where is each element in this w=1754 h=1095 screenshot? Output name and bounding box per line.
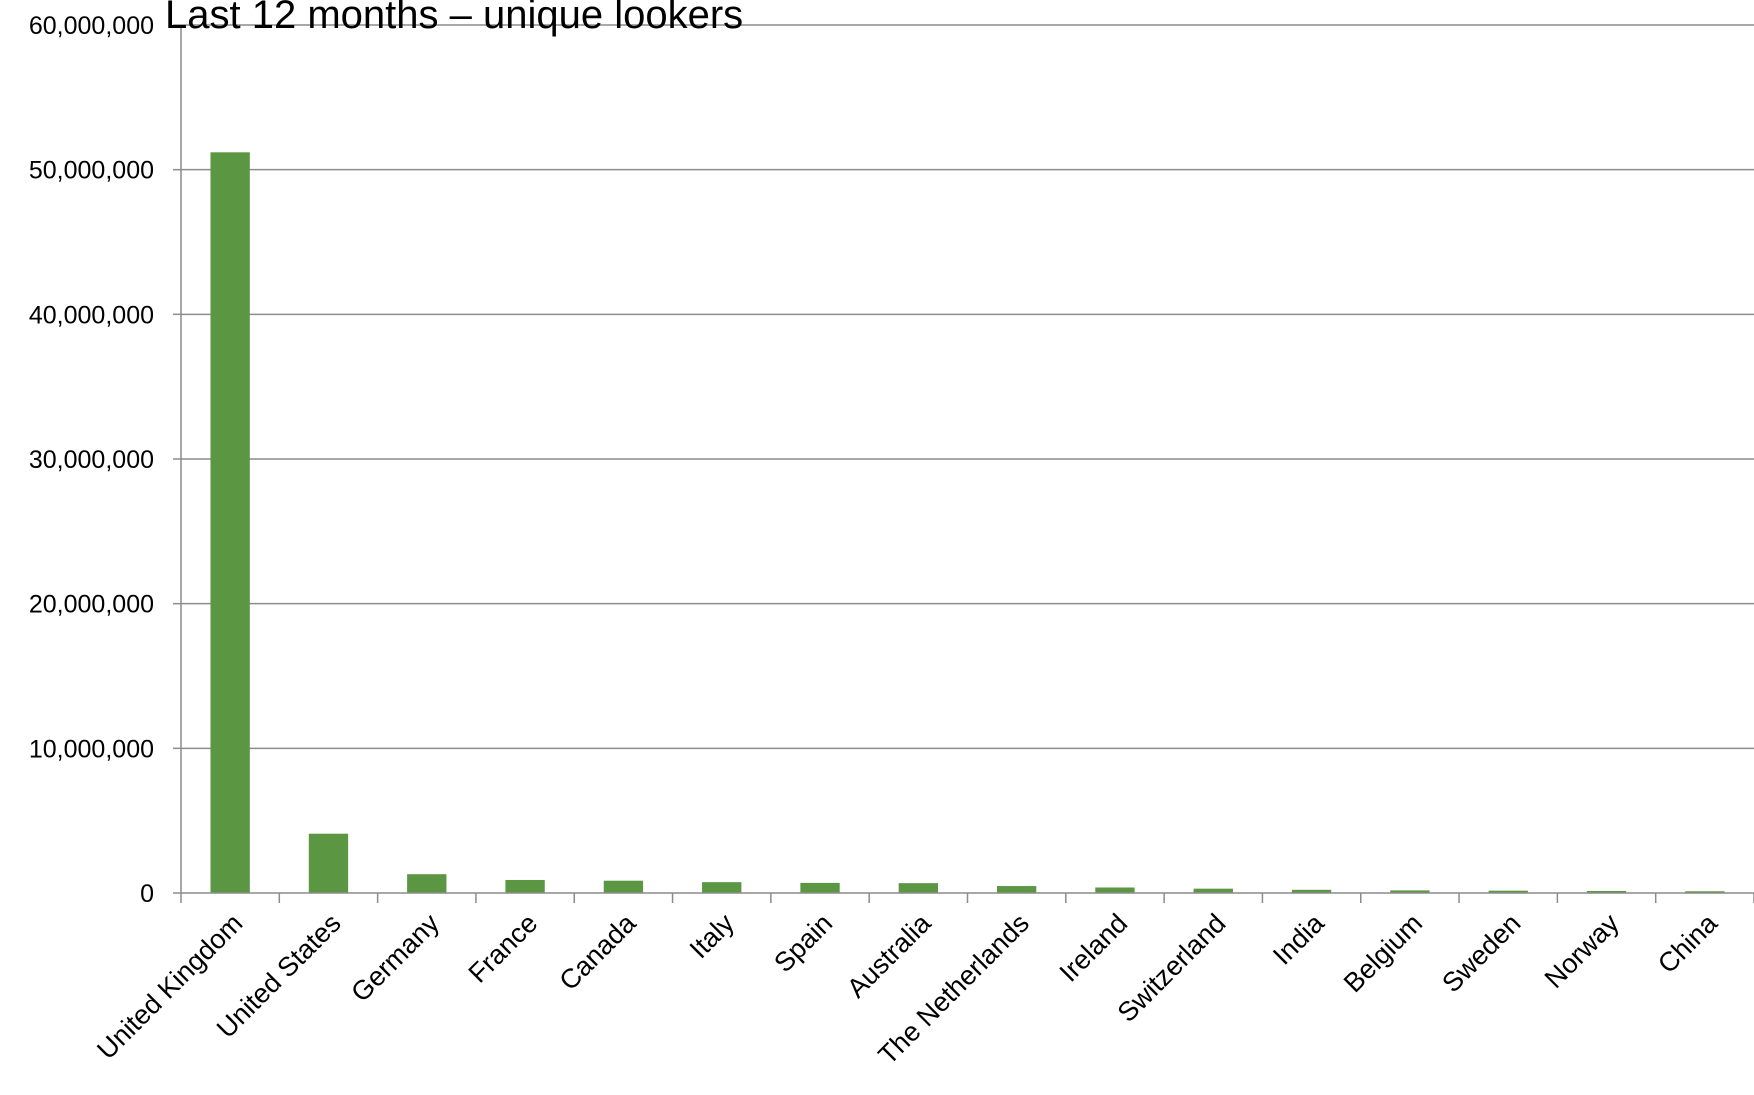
- x-tick-label: India: [1267, 907, 1330, 970]
- bars: [210, 152, 1724, 893]
- x-tick-label: Germany: [345, 908, 445, 1008]
- x-tick-label: China: [1652, 907, 1724, 979]
- y-tick-label: 50,000,000: [29, 157, 154, 185]
- x-tick-label: France: [463, 908, 544, 989]
- bar: [702, 882, 741, 893]
- bar: [899, 883, 938, 893]
- x-tick-label: Norway: [1539, 908, 1625, 994]
- y-tick-label: 0: [140, 880, 154, 908]
- gridlines: [173, 25, 1754, 893]
- x-tick-label: Sweden: [1436, 908, 1526, 998]
- y-tick-label: 40,000,000: [29, 301, 154, 329]
- bar: [997, 886, 1036, 893]
- bar: [505, 880, 544, 893]
- y-tick-label: 10,000,000: [29, 735, 154, 763]
- x-tick-label: Italy: [684, 908, 741, 965]
- bar: [1095, 888, 1134, 893]
- x-tick-label: Ireland: [1054, 908, 1134, 988]
- x-tick-label: United Kingdom: [91, 908, 248, 1065]
- bar: [210, 152, 249, 893]
- chart-title: Last 12 months – unique lookers: [165, 0, 743, 37]
- x-tick-label: Canada: [554, 907, 643, 996]
- x-tick-label: Australia: [841, 907, 937, 1003]
- bar: [309, 834, 348, 893]
- y-tick-label: 20,000,000: [29, 591, 154, 619]
- x-tick-label: Belgium: [1338, 908, 1428, 998]
- y-tick-label: 60,000,000: [29, 12, 154, 40]
- bar: [407, 874, 446, 893]
- axes: [181, 25, 1754, 903]
- x-tick-label: Spain: [768, 908, 838, 978]
- y-tick-label: 30,000,000: [29, 446, 154, 474]
- bar: [800, 883, 839, 893]
- y-axis-tick-labels: 0 10,000,000 20,000,000 30,000,000 40,000,00…: [29, 12, 154, 908]
- bar: [604, 881, 643, 893]
